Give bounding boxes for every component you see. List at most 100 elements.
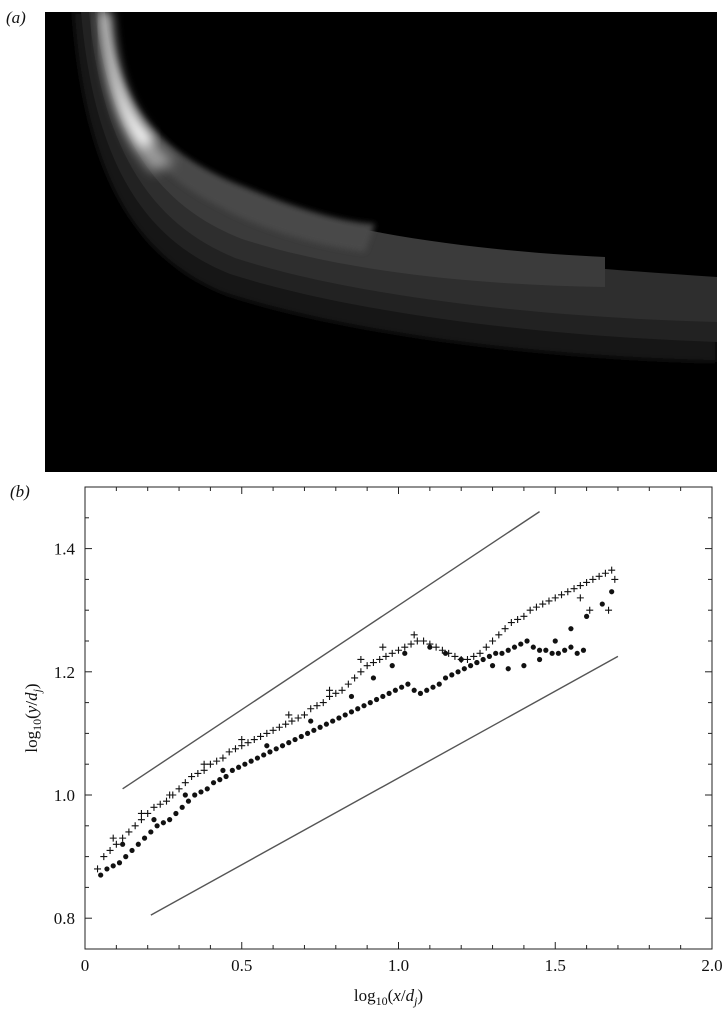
dot-point [489, 663, 496, 669]
plus-point [586, 606, 594, 614]
plus-point [605, 606, 613, 614]
panel-a-label: (a) [6, 8, 26, 27]
dot-point [242, 761, 248, 767]
dot-point [160, 820, 166, 826]
dot-point [555, 650, 561, 656]
plus-point [495, 631, 503, 639]
plus-point [156, 800, 164, 808]
dot-point [167, 817, 173, 823]
plus-point [407, 640, 415, 648]
plus-point [213, 757, 221, 765]
plus-point [410, 631, 418, 639]
dot-point [442, 650, 449, 656]
dot-point [536, 647, 543, 653]
plus-point [351, 674, 359, 682]
dot-point [552, 638, 558, 644]
dot-point [116, 860, 123, 866]
dot-point [474, 659, 480, 666]
dot-point [524, 638, 530, 644]
x-tick-label: 2.0 [701, 956, 722, 975]
dot-point [98, 872, 104, 878]
dot-point [458, 656, 464, 663]
dot-point [436, 681, 442, 687]
dot-point [229, 767, 235, 773]
dot-point [220, 767, 226, 773]
dot-point [355, 706, 361, 712]
intensity-contour-image [45, 12, 717, 472]
plus-point [420, 637, 428, 645]
plus-point [94, 865, 102, 873]
reference-line-1 [122, 511, 540, 790]
dot-point [273, 746, 279, 752]
dot-point [292, 736, 298, 743]
contour-band-3 [89, 12, 717, 322]
dot-point [568, 644, 574, 650]
x-tick-label: 0 [81, 956, 90, 975]
dot-point [304, 730, 311, 736]
y-tick-label: 1.0 [54, 786, 75, 805]
plus-point [451, 652, 459, 660]
dot-point [461, 666, 467, 672]
y-tick-label: 0.8 [54, 909, 75, 928]
plus-point [482, 643, 490, 651]
plus-point [288, 717, 296, 725]
dot-point [361, 703, 367, 709]
plot-frame [84, 486, 713, 950]
x-tick-label: 1.5 [545, 956, 566, 975]
plot-area: 0 0.5 1.0 1.5 2.0 0.8 1.0 1.2 1.4 log10(x/dj) log1… [22, 486, 723, 1008]
plus-point [119, 834, 127, 842]
plus-point [200, 766, 208, 774]
dot-point [399, 684, 405, 690]
dot-point [480, 656, 486, 663]
plus-point [269, 726, 277, 734]
plus-point [564, 588, 572, 596]
dot-point [424, 687, 430, 693]
dot-point [154, 823, 160, 829]
plus-point [379, 643, 387, 651]
dot-point [348, 709, 355, 715]
dot-point [129, 847, 135, 854]
dot-point [386, 690, 392, 696]
plus-point [137, 816, 145, 824]
dot-point [236, 764, 242, 770]
dot-point [151, 817, 157, 823]
plus-point [611, 575, 619, 583]
plus-point [225, 748, 233, 756]
plus-point [532, 603, 540, 611]
dot-point [267, 749, 273, 755]
dot-point [110, 863, 116, 869]
dot-point [330, 718, 336, 724]
dot-point [308, 718, 314, 724]
dot-point [417, 690, 424, 696]
dot-point [311, 727, 317, 733]
dot-point [580, 647, 587, 653]
plus-point [583, 578, 591, 586]
dot-point [223, 773, 229, 780]
dot-point [455, 669, 461, 675]
plus-point [319, 699, 327, 707]
dot-point [317, 724, 323, 730]
plus-point [163, 797, 171, 805]
dot-point [521, 663, 527, 669]
y-axis-title: log10(y/dj) [22, 683, 44, 752]
plus-point [326, 692, 334, 700]
dot-point [217, 777, 223, 783]
plus-point [238, 736, 246, 744]
dot-point [123, 854, 129, 860]
dot-point [486, 653, 493, 659]
plus-point [489, 637, 497, 645]
plus-point [576, 582, 584, 590]
contour-band-5 [99, 12, 375, 252]
plus-point [376, 655, 384, 663]
plus-point [294, 714, 302, 722]
dot-point [609, 589, 615, 595]
plus-point [250, 736, 258, 744]
x-axis-title: log10(x/dj) [354, 986, 423, 1008]
plus-point [476, 649, 484, 657]
dot-point [518, 641, 524, 647]
plus-point [501, 625, 509, 633]
plus-point [388, 649, 396, 657]
plus-point [313, 702, 321, 710]
plus-point [219, 754, 227, 762]
plus-point [112, 840, 120, 848]
